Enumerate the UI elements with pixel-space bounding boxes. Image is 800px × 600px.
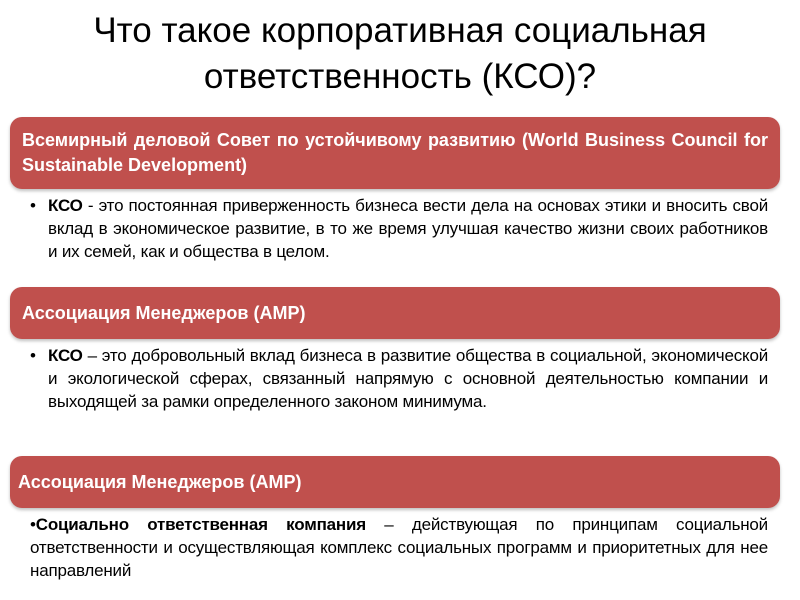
definition: – это добровольный вклад бизнеса в разви… <box>48 346 768 411</box>
bullet-icon: • <box>30 515 36 534</box>
definition: - это постоянная приверженность бизнеса … <box>48 196 768 261</box>
definition: – действующая по принципам социальной от… <box>30 515 768 580</box>
section-body-amp: • КСО – это добровольный вклад бизнеса в… <box>30 344 768 413</box>
section-header-wbcsd: Всемирный деловой Совет по устойчивому р… <box>10 117 780 189</box>
section-header-amp-2: Ассоциация Менеджеров (АМР) <box>10 456 780 508</box>
bullet-icon: • <box>30 346 36 365</box>
term: Социально ответственная компания <box>35 515 366 534</box>
term: КСО <box>48 346 83 365</box>
section-body-amp-2: •Социально ответственная компания – дейс… <box>30 513 768 582</box>
page-title: Что такое корпоративная социальная ответ… <box>93 11 707 96</box>
section-body-wbcsd: • КСО - это постоянная приверженность би… <box>30 194 768 263</box>
bullet-icon: • <box>30 196 36 215</box>
section-header-amp: Ассоциация Менеджеров (АМР) <box>10 287 780 339</box>
term: КСО <box>48 196 83 215</box>
